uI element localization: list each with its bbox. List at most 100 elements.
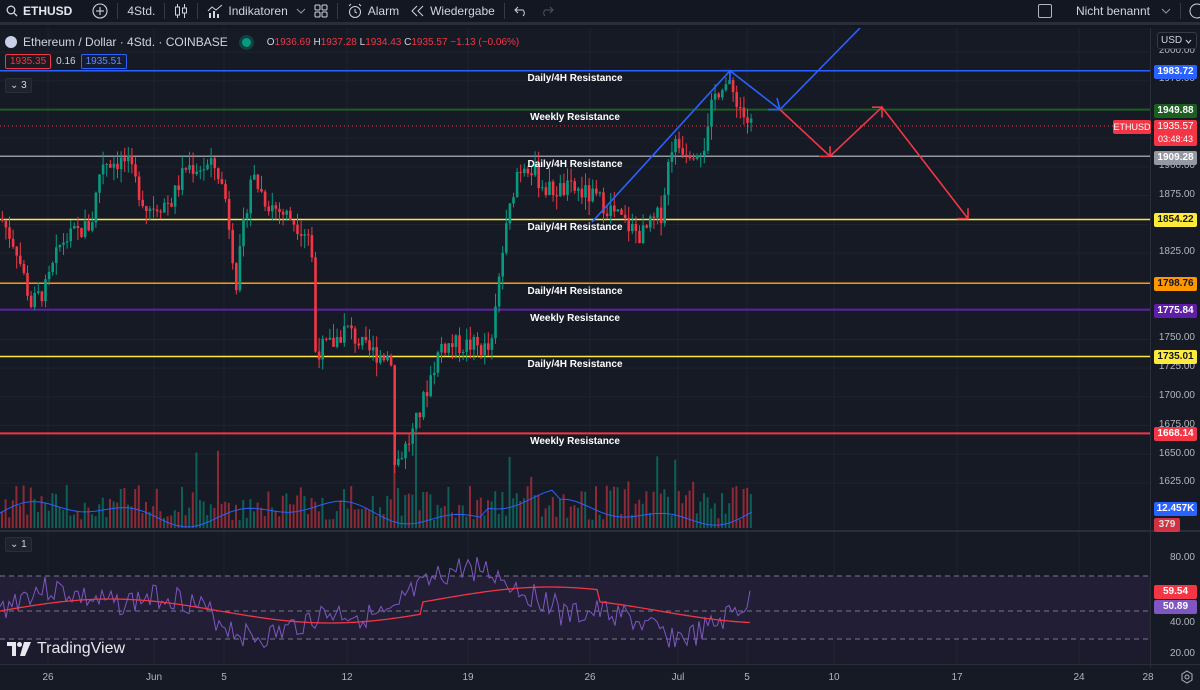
time-tick: 10: [828, 672, 840, 683]
currency-select[interactable]: USD: [1157, 32, 1197, 49]
symbol-search-button[interactable]: ETHUSD: [0, 0, 78, 22]
candle-body: [87, 221, 90, 231]
candle-body: [51, 262, 54, 273]
candle-body: [649, 216, 652, 228]
collapse-indicators-button[interactable]: ⌄ 3: [5, 78, 32, 93]
buy-button[interactable]: 1935.51: [80, 54, 127, 69]
replay-button[interactable]: Wiedergabe: [405, 0, 501, 22]
annotation-weekly-resistance[interactable]: Weekly Resistance: [530, 313, 620, 324]
volume-bar: [310, 497, 313, 528]
candle-body: [386, 355, 389, 361]
candle-body: [65, 241, 69, 243]
chart-canvas[interactable]: [0, 28, 1200, 690]
volume-bar: [469, 486, 471, 528]
rsi-ma-line: [0, 586, 751, 624]
candle-body: [202, 169, 206, 171]
volume-bar: [512, 498, 515, 528]
chart-type-button[interactable]: [168, 0, 194, 22]
compare-symbol-button[interactable]: [86, 0, 114, 22]
bar-countdown: 03:48:43: [1157, 134, 1194, 144]
volume-bar: [677, 490, 680, 528]
volume-bar: [487, 500, 489, 528]
candle-body: [44, 279, 47, 302]
volume-bar: [177, 511, 180, 528]
volume-bar: [609, 490, 612, 528]
candle-body: [537, 163, 540, 189]
time-tick: 26: [42, 672, 54, 683]
candle-body: [40, 291, 44, 302]
volume-bar: [163, 517, 165, 528]
sell-button[interactable]: 1935.35: [5, 54, 52, 69]
collapsed-count: 3: [21, 80, 27, 91]
volume-bar: [51, 493, 54, 528]
candle-body: [296, 224, 299, 234]
time-tick: 17: [951, 672, 963, 683]
candle-body: [667, 161, 670, 195]
candle-body: [652, 216, 656, 218]
candle-body: [724, 84, 728, 91]
volume-bar: [231, 519, 234, 528]
volume-bar: [127, 504, 129, 528]
layout-name-button[interactable]: Nicht benannt: [1070, 0, 1177, 22]
symbol-title[interactable]: Ethereum / Dollar · 4Std. · COINBASE: [23, 35, 228, 49]
candle-body: [256, 174, 260, 189]
last-price: 1935.57: [1157, 121, 1194, 132]
annotation-weekly-resistance[interactable]: Weekly Resistance: [530, 112, 620, 123]
interval-button[interactable]: 4Std.: [121, 0, 161, 22]
price-axis[interactable]: 2000.00 1975.00 1900.00 1875.00 1825.00 …: [1150, 28, 1200, 668]
candle-body: [325, 338, 328, 340]
volume-bar: [271, 507, 273, 528]
annotation-daily-resistance[interactable]: Daily/4H Resistance: [527, 159, 623, 170]
divider: [117, 3, 119, 19]
candle-body: [29, 295, 33, 308]
candle-body: [458, 335, 461, 354]
volume-bar: [87, 507, 90, 528]
candle-body: [465, 339, 468, 352]
volume-bar: [379, 507, 381, 528]
undo-button[interactable]: [508, 0, 534, 22]
redo-button[interactable]: [534, 0, 560, 22]
candle-body: [8, 227, 11, 239]
collapse-rsi-button[interactable]: ⌄ 1: [5, 537, 32, 552]
templates-button[interactable]: [308, 0, 334, 22]
candle-body: [469, 339, 472, 350]
volume-bar: [148, 511, 151, 528]
volume-bar: [526, 486, 529, 528]
volume-bar: [451, 512, 453, 528]
volume-bar: [555, 516, 558, 528]
volume-bar: [494, 491, 497, 528]
price-tick: 1750.00: [1158, 332, 1195, 343]
rsi-band: [0, 576, 1150, 639]
candle-body: [141, 199, 144, 207]
candle-body: [227, 199, 231, 230]
time-tick: Jun: [145, 672, 163, 683]
indicators-dropdown[interactable]: [294, 0, 308, 22]
annotation-daily-resistance[interactable]: Daily/4H Resistance: [527, 286, 623, 297]
time-axis[interactable]: 26 Jun 5 12 19 26 Jul 5 10 17 24 28: [0, 664, 1200, 690]
annotation-weekly-resistance[interactable]: Weekly Resistance: [530, 436, 620, 447]
candle-body: [346, 325, 350, 327]
layout-select-checkbox[interactable]: [1032, 0, 1058, 22]
annotation-daily-resistance[interactable]: Daily/4H Resistance: [527, 73, 623, 84]
candle-body: [595, 188, 598, 194]
settings-icon[interactable]: [1180, 670, 1194, 684]
candle-body: [674, 139, 677, 153]
candle-body: [609, 205, 612, 217]
candle-body: [368, 340, 371, 351]
candle-body: [742, 107, 746, 118]
tradingview-logo[interactable]: TradingView: [7, 640, 125, 658]
volume-bar: [274, 511, 277, 528]
chart-area[interactable]: Daily/4H Resistance Weekly Resistance Da…: [0, 28, 1200, 690]
close-value: 1935.57: [411, 36, 448, 48]
quick-search-button[interactable]: [1184, 0, 1200, 22]
volume-bar: [325, 519, 327, 528]
candle-body: [397, 458, 400, 465]
price-tick: 1900.00: [1158, 160, 1195, 171]
annotation-daily-resistance[interactable]: Daily/4H Resistance: [527, 359, 623, 370]
annotation-daily-resistance[interactable]: Daily/4H Resistance: [527, 222, 623, 233]
volume-bar: [343, 489, 345, 528]
indicators-button[interactable]: Indikatoren: [201, 0, 293, 22]
candle-body: [116, 163, 119, 170]
volume-bar: [501, 491, 504, 528]
alert-button[interactable]: Alarm: [341, 0, 405, 22]
